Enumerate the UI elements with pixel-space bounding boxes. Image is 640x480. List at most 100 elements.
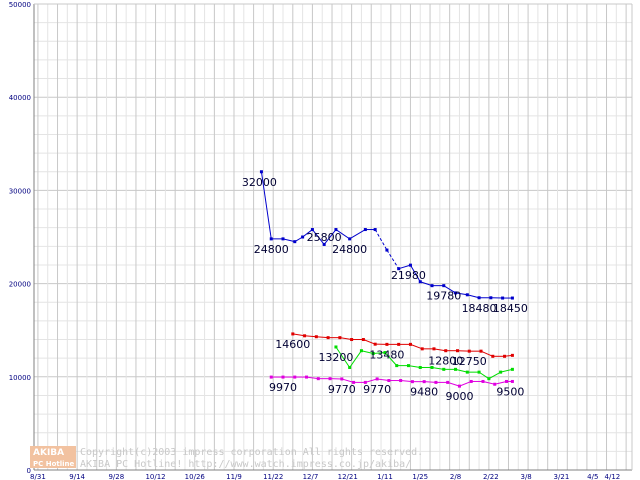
series-segment <box>306 376 319 380</box>
data-point <box>322 242 326 246</box>
data-point <box>397 267 401 271</box>
data-point <box>301 235 305 239</box>
data-point <box>510 367 514 371</box>
series-segment <box>323 229 337 245</box>
data-point <box>422 380 426 384</box>
series-segment <box>424 381 436 383</box>
series-1 <box>291 332 514 358</box>
y-tick-label: 30000 <box>9 187 31 195</box>
series-segment <box>488 371 501 380</box>
y-tick-label: 10000 <box>9 374 31 382</box>
series-segment <box>455 292 468 296</box>
data-point <box>281 375 285 379</box>
series-segment <box>373 352 385 354</box>
data-point <box>467 349 471 353</box>
data-point <box>399 379 403 383</box>
data-label: 9000 <box>445 390 473 403</box>
data-point <box>481 379 485 383</box>
series-segment <box>260 171 272 239</box>
x-tick-label: 11/9 <box>226 473 242 480</box>
x-tick-label: 1/11 <box>377 473 393 480</box>
akiba-logo <box>30 446 76 468</box>
data-point <box>303 334 307 338</box>
series-segment <box>349 229 366 240</box>
data-point <box>359 349 363 353</box>
data-point <box>395 364 399 368</box>
data-label: 19780 <box>426 290 461 303</box>
data-point <box>373 228 377 232</box>
series-segment <box>443 285 456 294</box>
data-label: 24800 <box>254 243 289 256</box>
series-segment <box>420 281 433 287</box>
x-tick-label: 11/22 <box>263 473 283 480</box>
data-point <box>406 364 410 368</box>
data-point <box>348 237 352 241</box>
grid <box>34 3 632 471</box>
data-point <box>430 365 434 369</box>
series-segment <box>467 294 480 299</box>
series-segment <box>384 352 398 366</box>
data-point <box>348 365 352 369</box>
x-tick-label: 3/21 <box>554 473 570 480</box>
data-point <box>326 336 330 340</box>
data-point <box>487 377 491 381</box>
series-segment <box>339 337 352 341</box>
data-point <box>291 332 295 336</box>
series-segment <box>500 368 513 373</box>
series-segment <box>365 378 378 383</box>
data-point <box>385 248 389 252</box>
series-group <box>259 170 514 388</box>
x-tick-label: 12/21 <box>338 473 358 480</box>
x-tick-label: 8/31 <box>30 473 46 480</box>
series-segment <box>341 378 354 383</box>
data-point <box>477 296 481 300</box>
series-segment <box>349 350 362 368</box>
series-segment <box>304 335 317 338</box>
data-point <box>328 377 332 381</box>
series-segment <box>292 333 305 337</box>
data-point <box>314 335 318 339</box>
data-point <box>477 370 481 374</box>
data-point <box>410 380 414 384</box>
series-segment <box>447 381 460 387</box>
data-point <box>408 263 412 267</box>
data-point <box>444 349 448 353</box>
data-point <box>457 384 461 388</box>
series-segment <box>386 249 400 269</box>
y-tick-label: 40000 <box>9 94 31 102</box>
y-tick-label: 20000 <box>9 281 31 289</box>
data-label: 25800 <box>307 231 342 244</box>
series-segment <box>494 380 507 385</box>
data-label: 12750 <box>452 355 487 368</box>
data-point <box>434 380 438 384</box>
data-point <box>493 382 497 386</box>
data-point <box>505 379 509 383</box>
series-2 <box>334 345 514 381</box>
data-point <box>454 291 458 295</box>
copyright-line-2: AKIBA PC Hotline! http://www.watch.impre… <box>80 459 411 470</box>
data-point <box>293 375 297 379</box>
series-segment <box>316 336 329 339</box>
series-segment <box>410 264 421 282</box>
x-tick-label: 3/8 <box>520 473 531 480</box>
x-tick-label: 9/14 <box>69 473 85 480</box>
data-point <box>269 237 273 241</box>
data-point <box>363 228 367 232</box>
series-segment <box>480 350 493 357</box>
series-segment <box>335 229 350 240</box>
data-label: 13200 <box>318 351 353 364</box>
x-tick-label: 2/8 <box>450 473 461 480</box>
data-point <box>418 280 422 284</box>
data-point <box>352 380 356 384</box>
data-point <box>430 284 434 288</box>
x-tick-labels: 8/31 9/14 9/28 10/12 10/26 11/9 11/22 12/7 12/21… <box>30 473 620 480</box>
data-point <box>269 375 273 379</box>
data-point <box>442 284 446 288</box>
data-point <box>446 380 450 384</box>
data-point <box>350 338 354 342</box>
data-point <box>418 365 422 369</box>
data-label: 24800 <box>332 243 367 256</box>
data-label: 18480 <box>462 302 497 315</box>
data-point <box>361 338 365 342</box>
